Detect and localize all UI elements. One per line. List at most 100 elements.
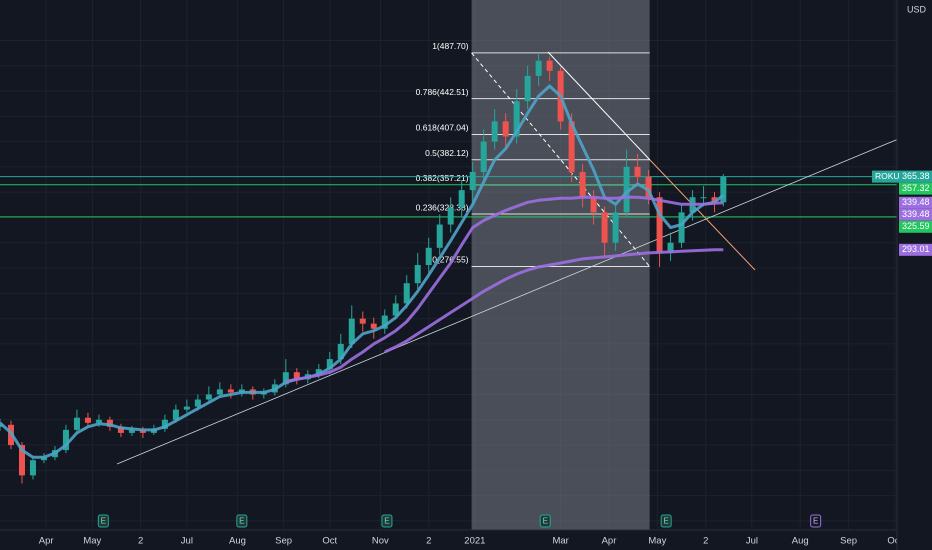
candle-body	[370, 323, 377, 329]
x-tick-label: 2021	[464, 536, 485, 547]
fib-label: 0.382(357.21)	[416, 173, 469, 183]
earnings-marker	[236, 514, 248, 528]
earnings-label: E	[543, 517, 548, 526]
candle-body	[194, 399, 201, 407]
x-tick-label: Mar	[552, 536, 568, 547]
candle-body	[348, 318, 355, 344]
candle-body	[458, 190, 465, 208]
x-tick-label: Nov	[372, 536, 389, 547]
price-tag-label: 325.59	[902, 221, 930, 231]
candle-body	[216, 389, 223, 395]
fib-label: 1(487.70)	[432, 41, 469, 51]
candle-body	[381, 315, 388, 329]
candle-body	[414, 265, 421, 284]
x-tick-label: Oct	[322, 536, 337, 547]
x-tick-label: Sep	[275, 536, 292, 547]
candle-body	[700, 197, 707, 199]
fib-label: 0.5(382.12)	[425, 148, 469, 158]
earnings-marker	[381, 514, 393, 528]
trend-line	[116, 124, 932, 465]
x-tick-label: May	[83, 536, 101, 547]
x-tick-label: Jul	[181, 536, 193, 547]
x-tick-label: Jul	[746, 536, 758, 547]
x-tick-label: May	[648, 536, 666, 547]
price-tag	[899, 243, 932, 256]
tag-name: ROKU	[875, 171, 900, 181]
candle-body	[403, 283, 410, 304]
candle-body	[117, 426, 124, 433]
candle-body	[535, 60, 542, 76]
earnings-marker	[97, 514, 109, 528]
trend-line-ext	[649, 159, 756, 271]
x-tick-label: 2	[703, 536, 708, 547]
candle-body	[95, 419, 102, 423]
earnings-label: E	[384, 517, 389, 526]
moving-average	[384, 248, 724, 354]
candle-body	[634, 166, 641, 178]
candle-body	[502, 121, 509, 137]
candle-body	[183, 406, 190, 410]
earnings-label: E	[101, 517, 106, 526]
tag-name-box	[872, 170, 899, 183]
x-tick-label: Aug	[229, 536, 246, 547]
earnings-marker	[539, 514, 551, 528]
candle-body	[128, 429, 135, 433]
candle-body	[205, 394, 212, 400]
price-tag-label: 293.01	[902, 244, 930, 254]
earnings-label: E	[239, 517, 244, 526]
candle-body	[315, 369, 322, 375]
candle-body	[425, 247, 432, 265]
currency-label: USD	[907, 4, 927, 14]
earnings-label: E	[663, 517, 668, 526]
candle-body	[656, 197, 663, 253]
price-tag-label: 339.48	[902, 209, 930, 219]
x-tick-label: 2	[426, 536, 431, 547]
price-tag	[899, 220, 932, 233]
candle-body	[480, 141, 487, 172]
x-tick-label: Sep	[840, 536, 857, 547]
candle-body	[720, 177, 727, 203]
candle-body	[73, 417, 80, 430]
x-tick-label: 2	[138, 536, 143, 547]
candle-body	[645, 177, 652, 198]
candle-body	[161, 419, 168, 429]
candle-body	[29, 460, 36, 476]
candle-body	[392, 303, 399, 316]
candle-body	[172, 409, 179, 420]
price-tag-label: 339.48	[902, 197, 930, 207]
candle-body	[282, 372, 289, 385]
candle-body	[436, 224, 443, 248]
candle-body	[491, 121, 498, 142]
candle-body	[513, 101, 520, 137]
x-tick-label: Apr	[39, 536, 54, 547]
candle-body	[601, 212, 608, 243]
candle-body	[359, 318, 366, 324]
price-tag-label: 357.32	[902, 183, 930, 193]
fib-diagonal	[471, 52, 651, 267]
candle-body	[590, 197, 597, 213]
candle-body	[568, 121, 575, 172]
earnings-label: E	[813, 517, 818, 526]
candle-body	[84, 417, 91, 423]
candle-body	[667, 242, 674, 253]
candle-body	[612, 212, 619, 243]
candle-body	[546, 60, 553, 71]
moving-average	[285, 195, 724, 383]
earnings-marker	[660, 514, 672, 528]
price-tag	[899, 196, 932, 209]
fib-label: 0.786(442.51)	[416, 87, 469, 97]
price-tag	[899, 182, 932, 195]
price-tag	[899, 170, 932, 183]
fib-label: 0.236(328.38)	[416, 202, 469, 212]
candle-body	[106, 419, 113, 427]
candle-body	[469, 171, 476, 191]
candle-body	[227, 389, 234, 393]
fib-label: 0.618(407.04)	[416, 123, 469, 133]
x-tick-label: Apr	[602, 536, 617, 547]
trend-line	[547, 51, 651, 161]
candle-body	[18, 445, 25, 476]
candle-body	[337, 343, 344, 360]
candle-body	[62, 429, 69, 451]
